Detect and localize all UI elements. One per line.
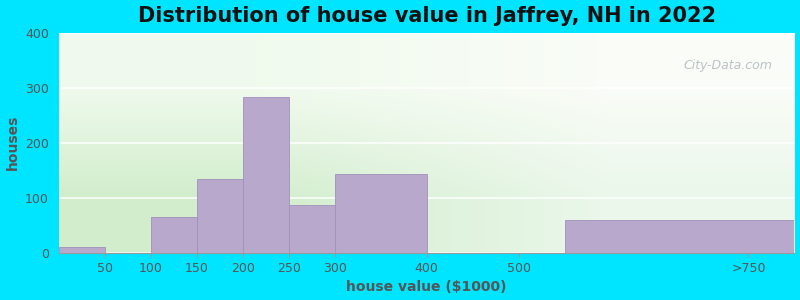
Y-axis label: houses: houses xyxy=(6,115,19,170)
Bar xyxy=(334,174,426,253)
Bar xyxy=(565,220,794,253)
Title: Distribution of house value in Jaffrey, NH in 2022: Distribution of house value in Jaffrey, … xyxy=(138,6,715,26)
Text: City-Data.com: City-Data.com xyxy=(683,59,772,72)
X-axis label: house value ($1000): house value ($1000) xyxy=(346,280,507,294)
Bar xyxy=(242,97,289,253)
Bar xyxy=(150,217,197,253)
Bar xyxy=(289,205,334,253)
Bar xyxy=(58,248,105,253)
Bar xyxy=(197,178,242,253)
